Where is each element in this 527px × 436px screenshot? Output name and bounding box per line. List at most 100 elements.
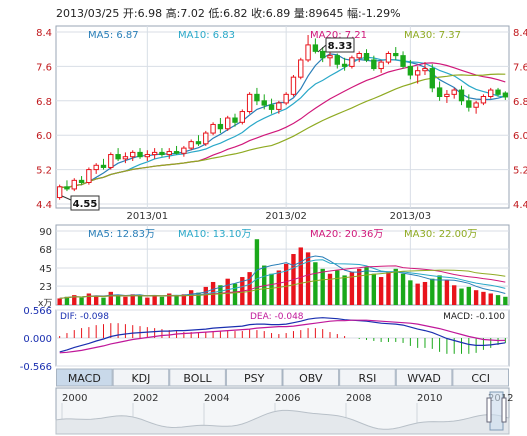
tab-macd[interactable]: MACD	[56, 368, 113, 387]
price-ma-label: MA20: 7.21	[310, 30, 367, 41]
price-tick-right: 6.8	[513, 97, 527, 108]
candle-body	[429, 68, 435, 89]
volume-bar	[72, 295, 77, 305]
volume-bar	[79, 297, 84, 305]
candle	[444, 90, 450, 103]
change-label: 幅:	[347, 7, 362, 20]
candle	[188, 139, 194, 151]
candle-body	[283, 93, 289, 104]
candle-body	[393, 53, 399, 57]
tab-kdj[interactable]: KDJ	[112, 368, 170, 387]
price-panel-frame	[55, 25, 510, 209]
candle-body	[100, 164, 107, 168]
volume-bar	[145, 297, 150, 305]
candle-body	[341, 63, 348, 67]
timeline-year: 2010	[417, 393, 442, 404]
timeline-year: 2006	[275, 393, 300, 404]
price-axis-left: 8.4 7.6 6.8 6.0 5.2 4.4	[36, 28, 52, 211]
change-value: -1.29%	[362, 7, 401, 20]
price-ma-label: MA30: 7.37	[404, 30, 461, 41]
candle	[78, 176, 85, 185]
candle	[203, 130, 209, 146]
candle	[363, 49, 370, 63]
candle	[122, 152, 129, 164]
tab-obv[interactable]: OBV	[282, 368, 340, 387]
volume-bar	[152, 295, 157, 305]
candle-body	[349, 57, 355, 67]
volume-bar	[386, 272, 391, 305]
volume-tick: 90	[39, 227, 52, 238]
price-tick-right: 7.6	[513, 62, 527, 73]
tab-background	[56, 368, 113, 387]
quote-date: 2013/03/25	[56, 7, 119, 20]
volume-bar	[444, 280, 450, 305]
candle-body	[78, 179, 85, 184]
volume-ma-lines	[59, 255, 506, 299]
tab-boll[interactable]: BOLL	[169, 368, 226, 387]
price-time-tick: 2013/03	[390, 211, 432, 222]
volume-bar	[93, 295, 99, 305]
volume-bar	[298, 247, 303, 305]
candle-body	[181, 147, 187, 154]
volume-bar	[503, 296, 508, 305]
candle-body	[159, 151, 165, 156]
volume-bar	[115, 295, 121, 305]
candle	[371, 55, 377, 71]
candle-body	[203, 132, 209, 145]
price-tick-left: 4.4	[36, 200, 52, 211]
candle	[86, 167, 92, 185]
tab-label: PSY	[244, 372, 265, 385]
volume-bar	[218, 285, 223, 305]
tab-wvad[interactable]: WVAD	[395, 368, 453, 387]
candle-body	[173, 151, 180, 154]
volume-ma-label: MA20: 20.36万	[310, 229, 383, 240]
candle-body	[480, 96, 487, 104]
candle	[181, 145, 187, 157]
candle	[115, 148, 121, 161]
candle	[341, 57, 348, 71]
volume-bar	[481, 291, 486, 305]
timeline-right-handle[interactable]	[501, 397, 507, 423]
volume-bar	[437, 275, 442, 305]
tab-background	[282, 368, 340, 387]
candle	[312, 38, 319, 54]
timeline-window[interactable]	[489, 391, 504, 431]
candle	[232, 113, 238, 127]
price-ma-label: MA10: 6.83	[178, 30, 235, 41]
tab-label: WVAD	[407, 372, 441, 385]
dif-label: DIF: -0.098	[60, 312, 109, 322]
candle-body	[488, 89, 494, 98]
candle-body	[436, 87, 443, 98]
candle	[100, 158, 107, 170]
candle-body	[268, 104, 275, 110]
candle	[393, 47, 399, 60]
volume-bar	[203, 286, 208, 305]
candle-body	[151, 151, 158, 156]
tab-rsi[interactable]: RSI	[339, 368, 396, 387]
candle	[159, 148, 165, 157]
tab-label: OBV	[299, 372, 323, 385]
candle-body	[195, 141, 202, 145]
candle-body	[217, 123, 224, 130]
tab-psy[interactable]: PSY	[225, 368, 283, 387]
candle-body	[334, 55, 340, 65]
quote-summary: 2013/03/25 开:6.98 高:7.02 低:6.82 收:6.89 量…	[56, 6, 401, 20]
volume-ma30-line	[59, 269, 506, 299]
volume-bar	[393, 268, 398, 305]
macd-tick: -0.566	[20, 362, 52, 373]
candle	[64, 180, 70, 192]
close-label: 收:	[251, 6, 266, 20]
volume-bar	[130, 294, 135, 305]
candle-body	[363, 53, 370, 61]
candle	[239, 109, 246, 125]
timeline-left-handle[interactable]	[486, 397, 492, 423]
candle-body	[130, 151, 136, 158]
volume-tick: 68	[39, 245, 52, 256]
candle-body	[56, 186, 63, 199]
tab-background	[112, 368, 170, 387]
tab-label: RSI	[359, 372, 377, 385]
volume-bar	[357, 268, 362, 305]
candle	[378, 59, 384, 73]
tab-cci[interactable]: CCI	[452, 368, 509, 387]
